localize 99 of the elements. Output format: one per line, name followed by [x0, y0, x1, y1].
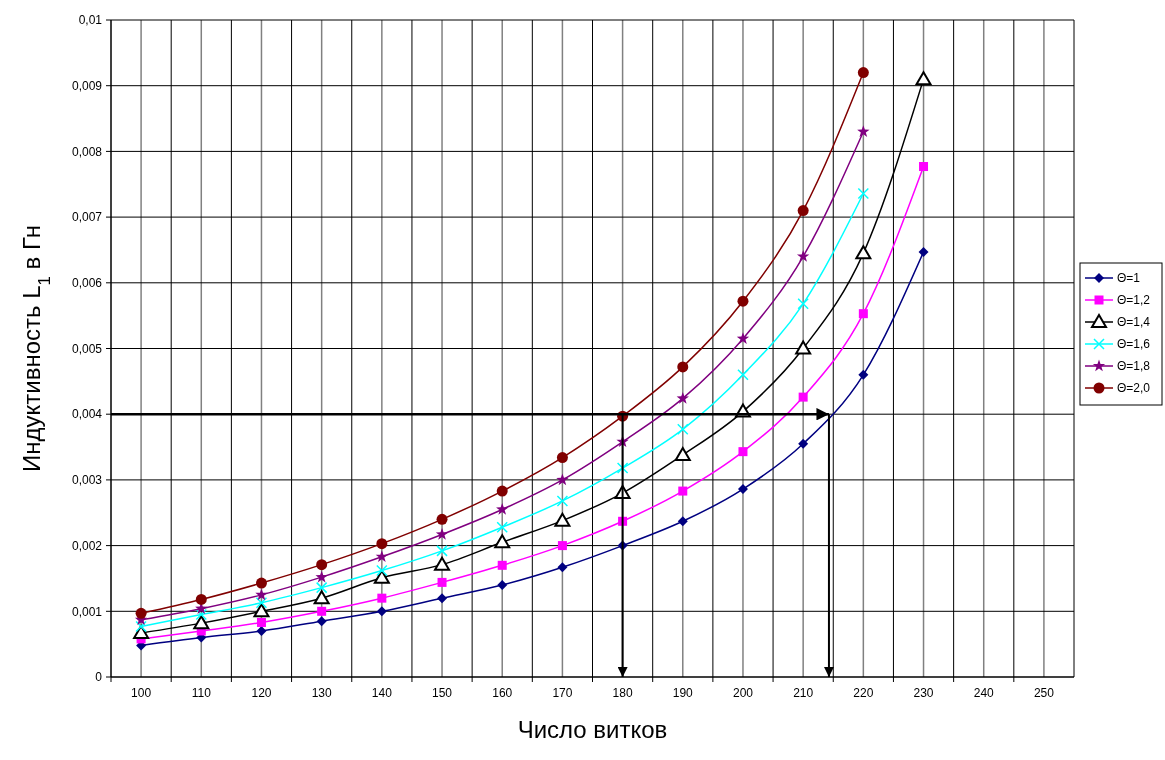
x-tick-label: 240: [973, 686, 995, 700]
point: [857, 67, 869, 79]
point: [915, 71, 932, 86]
point: [736, 332, 750, 344]
y-tick-label: 0,005: [71, 341, 103, 356]
x-tick-label: 160: [492, 686, 513, 700]
point: [375, 550, 389, 563]
point: [436, 513, 448, 525]
legend-label: Θ=1,6: [1117, 337, 1151, 352]
x-tick-label: 230: [913, 686, 934, 700]
point: [557, 562, 568, 573]
point: [678, 486, 688, 496]
y-tick-label: 0,003: [71, 473, 103, 488]
point: [677, 361, 689, 373]
y-tick-label: 0,008: [71, 144, 103, 159]
point: [195, 593, 207, 605]
legend-label: Θ=1,2: [1117, 293, 1151, 308]
y-tick-label: 0,006: [71, 276, 103, 290]
point: [496, 521, 508, 533]
point: [557, 541, 567, 551]
point: [496, 485, 508, 497]
point: [798, 438, 809, 449]
x-tick-label: 130: [311, 686, 332, 700]
point: [554, 512, 571, 527]
point: [858, 309, 868, 319]
point: [919, 162, 929, 172]
point: [316, 616, 327, 627]
y-tick-label: 0,009: [71, 78, 103, 93]
x-tick-label: 170: [552, 686, 573, 700]
y-tick-label: 0,007: [71, 210, 103, 225]
point: [437, 577, 447, 587]
legend-label: Θ=2,0: [1117, 381, 1151, 396]
y-tick-label: 0,004: [71, 407, 103, 422]
point: [135, 607, 147, 619]
point: [738, 447, 748, 457]
point: [737, 369, 749, 381]
x-tick-label: 150: [432, 686, 453, 700]
x-tick-label: 210: [793, 686, 814, 700]
x-tick-label: 110: [191, 686, 212, 700]
point: [434, 556, 451, 571]
point: [556, 495, 569, 507]
point: [616, 462, 629, 474]
point: [313, 590, 330, 605]
point: [497, 580, 508, 591]
point: [437, 593, 448, 604]
x-tick-label: 190: [672, 686, 694, 700]
point: [857, 187, 870, 200]
point: [677, 423, 689, 436]
y-tick-label: 0,01: [78, 13, 103, 28]
x-axis-title: Число витков: [517, 716, 668, 743]
point: [496, 502, 509, 515]
y-tick-label: 0: [95, 670, 103, 685]
point: [377, 593, 387, 603]
legend-label: Θ=1: [1117, 271, 1141, 286]
legend-label: Θ=1,8: [1117, 359, 1151, 374]
point: [317, 606, 327, 616]
point: [797, 205, 809, 217]
point: [436, 545, 448, 557]
point: [737, 484, 748, 495]
point: [193, 615, 210, 630]
point: [556, 473, 569, 486]
x-tick-label: 140: [371, 686, 393, 700]
point: [255, 577, 267, 589]
x-tick-label: 220: [853, 686, 874, 700]
y-tick-label: 0,002: [71, 538, 103, 553]
point: [435, 527, 449, 540]
point: [677, 516, 688, 527]
point: [315, 581, 328, 594]
point: [674, 446, 691, 461]
point: [556, 452, 568, 464]
point: [676, 391, 689, 404]
point: [858, 369, 869, 380]
point: [256, 617, 266, 627]
point: [315, 570, 328, 583]
point: [255, 588, 268, 601]
point: [253, 603, 270, 618]
point: [795, 340, 812, 355]
x-tick-label: 100: [131, 686, 152, 700]
point: [797, 298, 809, 310]
point: [316, 559, 328, 571]
point: [855, 245, 872, 260]
point: [494, 534, 511, 549]
point: [376, 606, 387, 617]
legend-label: Θ=1,4: [1117, 315, 1151, 330]
y-tick-label: 0,001: [71, 604, 103, 619]
point: [497, 560, 507, 570]
point: [376, 538, 388, 550]
x-tick-label: 200: [732, 686, 754, 700]
point: [195, 608, 208, 621]
x-tick-label: 250: [1033, 686, 1055, 700]
point: [918, 246, 929, 257]
x-tick-label: 180: [612, 686, 633, 700]
point: [796, 250, 810, 262]
x-tick-label: 120: [251, 686, 272, 700]
point: [255, 597, 268, 609]
point: [373, 569, 390, 584]
point: [256, 626, 267, 637]
point: [798, 392, 808, 402]
point: [737, 295, 749, 307]
